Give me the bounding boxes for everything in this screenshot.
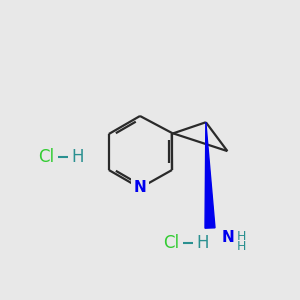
Text: H: H [196,234,208,252]
Text: N: N [222,230,235,244]
Text: Cl: Cl [163,234,179,252]
Text: H: H [71,148,83,166]
Text: H: H [237,230,246,244]
Text: N: N [134,181,146,196]
Text: Cl: Cl [38,148,54,166]
Text: H: H [237,239,246,253]
Polygon shape [205,122,215,228]
